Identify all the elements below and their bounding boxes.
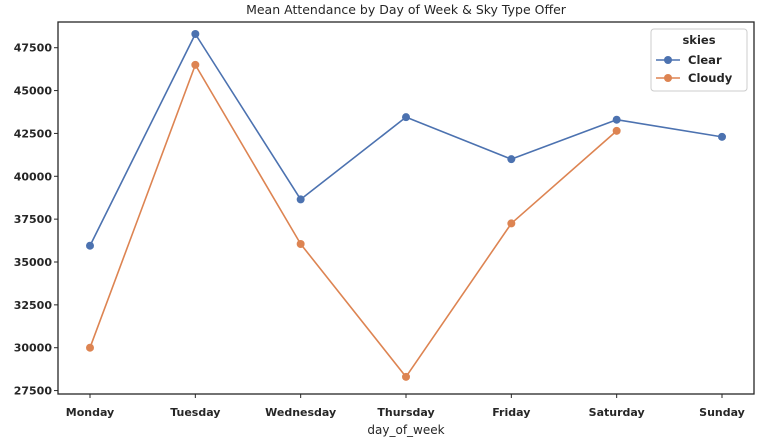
series-line-cloudy: [89, 64, 618, 378]
x-tick-label: Friday: [492, 406, 530, 419]
data-point-cloudy: [507, 219, 516, 228]
legend-marker-swatch: [664, 74, 672, 82]
y-tick-label: 47500: [14, 42, 53, 55]
data-point-cloudy: [612, 126, 621, 135]
x-tick-label: Wednesday: [265, 406, 336, 419]
y-tick-label: 40000: [14, 170, 53, 183]
x-tick-label: Tuesday: [170, 406, 220, 419]
y-tick-label: 42500: [14, 127, 53, 140]
y-tick-labels: 27500 30000 32500 35000 37500 40000 42500 45000…: [14, 42, 58, 398]
x-axis-title: day_of_week: [367, 423, 444, 437]
y-tick-label: 30000: [14, 342, 53, 355]
data-point-clear: [296, 195, 305, 204]
y-tick-label: 45000: [14, 85, 53, 98]
x-tick-label: Thursday: [377, 406, 434, 419]
legend-item-cloudy: Cloudy: [656, 71, 733, 85]
y-tick-label: 35000: [14, 256, 53, 269]
y-tick-label: 27500: [14, 385, 53, 398]
data-point-clear: [612, 115, 621, 124]
data-point-clear: [402, 113, 410, 122]
data-point-clear: [86, 241, 94, 250]
legend: skies Clear Cloudy: [650, 28, 748, 92]
legend-marker-swatch: [664, 56, 672, 64]
data-point-cloudy: [402, 372, 410, 381]
x-tick-label: Monday: [66, 406, 114, 419]
legend-item-clear: Clear: [656, 53, 722, 67]
chart-title: Mean Attendance by Day of Week & Sky Typ…: [246, 2, 567, 17]
legend-title: skies: [682, 33, 715, 47]
series-layer: [86, 30, 726, 381]
legend-label: Clear: [688, 53, 722, 67]
data-point-clear: [191, 30, 200, 38]
data-point-cloudy: [86, 343, 94, 352]
x-tick-labels: Monday Tuesday Wednesday Thursday Friday Satu…: [66, 394, 745, 419]
legend-label: Cloudy: [688, 71, 733, 85]
x-tick-label: Sunday: [699, 406, 745, 419]
data-point-cloudy: [296, 240, 305, 248]
legend-items: Clear Cloudy: [656, 53, 733, 85]
legend-box: [650, 28, 748, 92]
series-line-clear: [89, 33, 723, 247]
data-point-clear: [718, 132, 726, 141]
plot-frame: [57, 21, 755, 395]
y-tick-label: 32500: [14, 299, 53, 312]
y-tick-label: 37500: [14, 213, 53, 226]
data-point-clear: [507, 155, 516, 164]
x-tick-label: Saturday: [589, 406, 645, 419]
data-point-cloudy: [191, 60, 200, 69]
